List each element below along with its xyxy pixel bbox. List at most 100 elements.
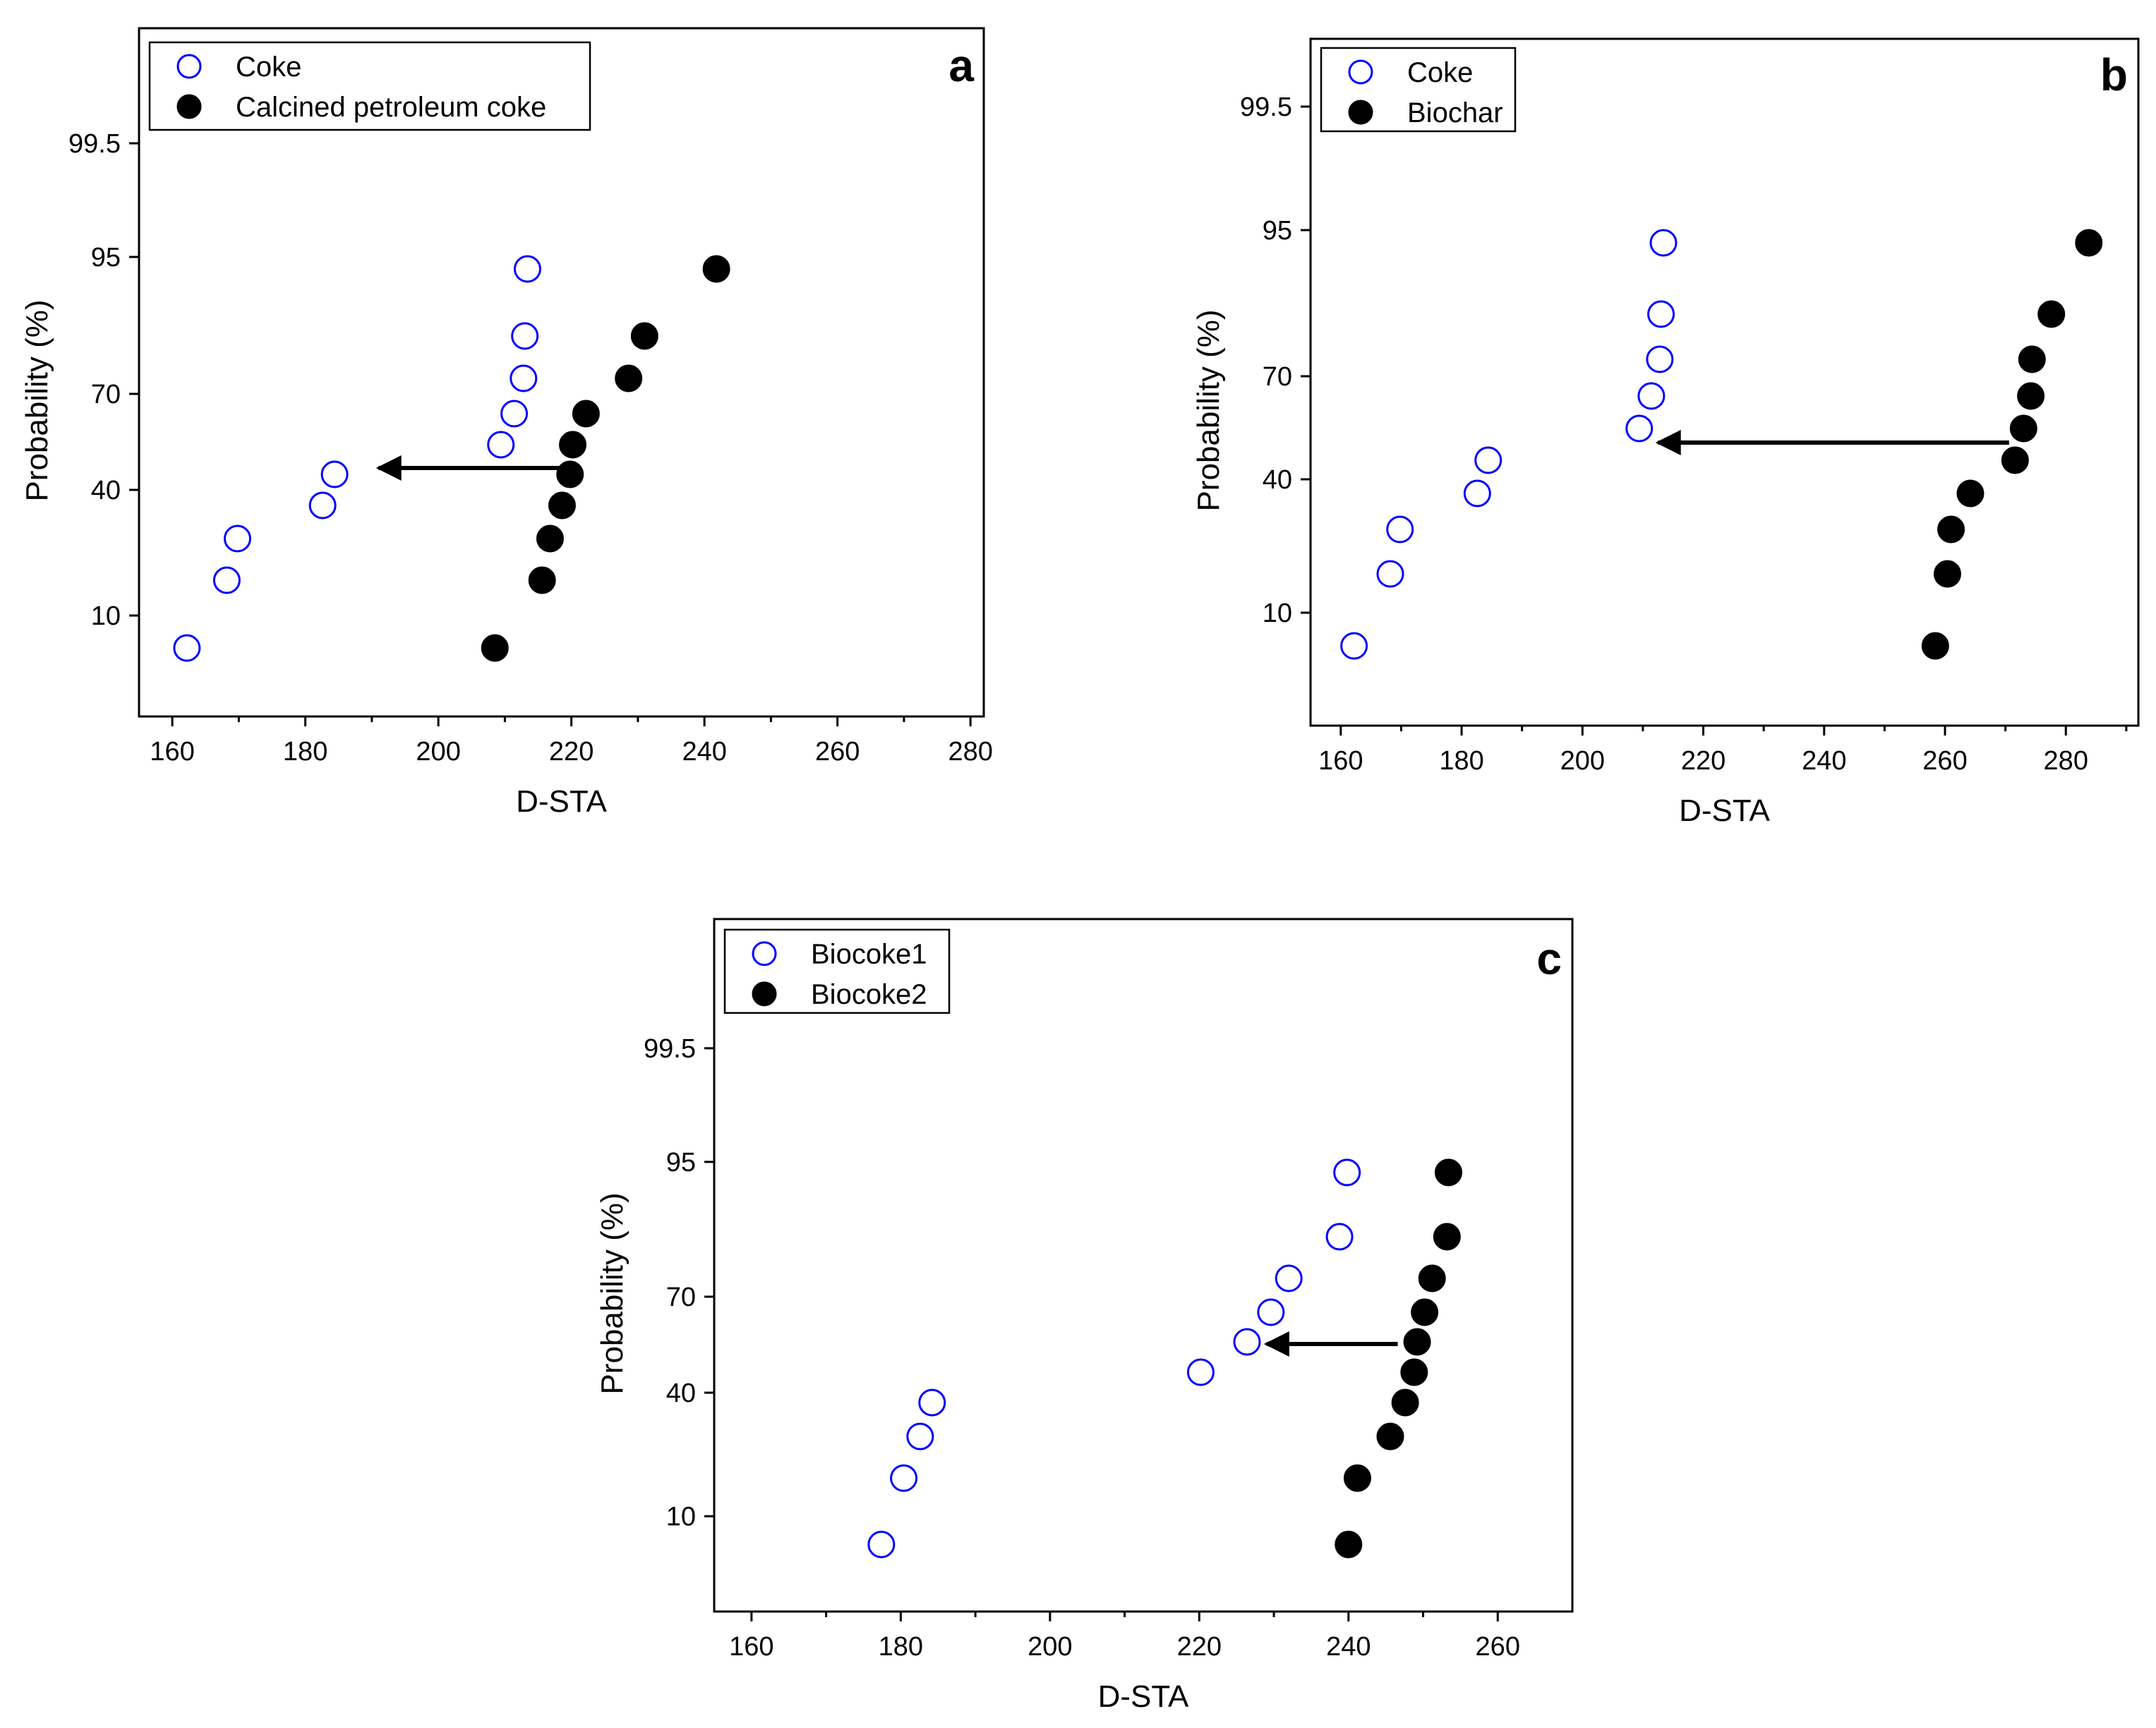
data-point-filled: [536, 524, 564, 553]
data-point-open: [320, 460, 349, 488]
data-point-filled: [1400, 1358, 1428, 1386]
legend-label: Calcined petroleum coke: [236, 92, 546, 123]
y-tick-label: 95: [91, 243, 121, 272]
legend-label: Coke: [1407, 57, 1473, 88]
x-tick-label: 260: [1922, 746, 1967, 776]
data-point-open: [511, 322, 539, 350]
plot-frame: [1309, 37, 2140, 727]
data-point-open: [223, 524, 251, 553]
data-point-filled: [615, 364, 643, 392]
data-point-open: [918, 1388, 946, 1417]
data-point-filled: [630, 322, 658, 350]
data-point-open: [1625, 414, 1654, 443]
y-axis-title: Probability (%): [1191, 309, 1226, 511]
data-point-open: [890, 1464, 918, 1492]
data-point-open: [487, 431, 515, 459]
y-tick-label: 40: [666, 1379, 696, 1408]
data-point-open: [1386, 515, 1414, 544]
data-point-filled: [2009, 414, 2037, 443]
y-tick-label: 10: [1263, 599, 1292, 628]
x-tick-label: 220: [1681, 746, 1726, 776]
data-point-filled: [2018, 345, 2046, 373]
data-point-open: [1257, 1298, 1285, 1326]
data-point-filled: [1343, 1464, 1371, 1492]
legend-marker: [752, 941, 777, 966]
y-tick-label: 40: [91, 476, 121, 505]
data-point-filled: [2037, 300, 2066, 328]
data-point-filled: [2001, 446, 2029, 474]
chart-panel-b: 160 180 200 220 240 260 280 10 40 70 95 99.5 D-STA Pr…: [1191, 37, 2140, 828]
data-point-filled: [1921, 632, 1949, 660]
y-tick-label: 70: [1263, 362, 1292, 392]
x-tick-label: 160: [150, 737, 194, 767]
data-point-open: [1463, 479, 1491, 508]
data-point-filled: [1391, 1388, 1419, 1417]
legend-marker: [1348, 59, 1373, 85]
data-point-open: [867, 1530, 896, 1559]
data-point-filled: [572, 400, 600, 428]
x-tick-label: 240: [682, 737, 726, 767]
data-point-open: [173, 634, 201, 662]
y-tick-label: 95: [666, 1148, 696, 1177]
data-point-filled: [1376, 1422, 1404, 1451]
data-point-open: [1376, 560, 1404, 588]
y-tick-label: 70: [91, 380, 121, 409]
x-tick-label: 280: [2044, 746, 2088, 776]
data-point-open: [510, 364, 538, 392]
x-tick-label: 160: [729, 1632, 773, 1662]
x-axis-title: D-STA: [1679, 793, 1770, 828]
y-tick-label: 40: [1263, 465, 1292, 495]
data-point-filled: [2017, 382, 2045, 410]
data-point-filled: [528, 566, 556, 594]
data-point-filled: [1434, 1158, 1462, 1187]
data-point-open: [1637, 382, 1666, 410]
x-tick-label: 220: [1177, 1632, 1222, 1662]
data-point-filled: [481, 634, 509, 662]
y-tick-label: 99.5: [68, 129, 121, 159]
x-axis-title: D-STA: [1098, 1679, 1189, 1714]
legend-label: Biocoke1: [811, 939, 927, 970]
x-tick-label: 180: [283, 737, 327, 767]
legend-marker: [176, 94, 202, 119]
data-point-filled: [1956, 479, 1985, 508]
plot-frame: [138, 27, 985, 718]
x-tick-label: 240: [1326, 1632, 1371, 1662]
data-point-open: [1474, 446, 1502, 474]
data-point-open: [1233, 1328, 1261, 1356]
y-tick-label: 99.5: [1240, 92, 1292, 122]
panel-letter: a: [948, 40, 974, 91]
x-axis-title: D-STA: [516, 784, 607, 819]
x-tick-label: 260: [815, 737, 860, 767]
legend-marker: [752, 981, 777, 1007]
data-point-open: [513, 255, 541, 283]
y-tick-label: 99.5: [644, 1034, 696, 1064]
data-point-filled: [1411, 1298, 1439, 1326]
panel-letter: c: [1536, 933, 1562, 984]
x-tick-label: 200: [1028, 1632, 1072, 1662]
data-point-open: [1647, 300, 1675, 328]
data-point-open: [906, 1422, 934, 1451]
data-point-open: [1649, 229, 1678, 257]
data-point-open: [1275, 1264, 1303, 1292]
x-tick-label: 180: [879, 1632, 923, 1662]
legend-label: Biochar: [1407, 97, 1503, 128]
data-point-filled: [1933, 560, 1961, 588]
data-point-filled: [1335, 1530, 1363, 1559]
panel-letter: b: [2100, 49, 2128, 100]
data-point-open: [308, 491, 337, 520]
legend-box: [148, 41, 591, 131]
data-point-open: [212, 566, 241, 594]
legend-label: Biocoke2: [811, 979, 927, 1010]
data-point-filled: [702, 255, 730, 283]
y-tick-label: 95: [1263, 216, 1292, 246]
y-axis-title: Probability (%): [595, 1192, 630, 1394]
x-tick-label: 280: [948, 737, 992, 767]
x-tick-label: 160: [1318, 746, 1363, 776]
data-point-filled: [1418, 1264, 1446, 1292]
x-tick-label: 180: [1439, 746, 1483, 776]
data-point-open: [1186, 1358, 1215, 1386]
chart-panel-a: 160 180 200 220 240 260 280 10 40 70 95 99.5 D-STA Pr…: [20, 27, 993, 819]
x-tick-label: 200: [1560, 746, 1605, 776]
data-point-filled: [1403, 1328, 1431, 1356]
y-tick-label: 10: [91, 601, 121, 631]
